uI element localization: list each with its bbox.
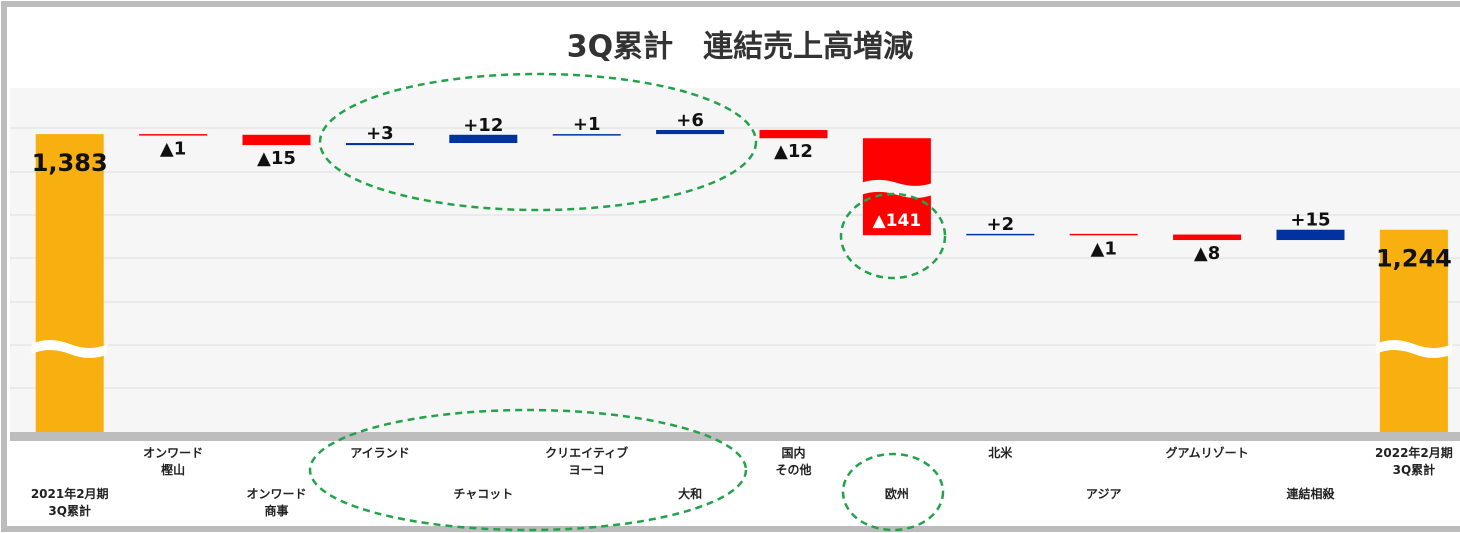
value-label: ▲1 xyxy=(1091,238,1117,259)
value-label: ▲12 xyxy=(774,141,813,162)
x-tick-label: チャコット xyxy=(453,487,514,501)
axis-break xyxy=(31,340,108,358)
decrease-bar xyxy=(1173,234,1242,241)
axis-break xyxy=(1375,340,1452,358)
decrease-bar xyxy=(139,134,208,136)
axis-band xyxy=(10,432,1460,441)
total-bar xyxy=(1379,229,1448,432)
x-tick-label: オンワード 樫山 xyxy=(143,446,204,477)
x-tick-label: 国内 その他 xyxy=(775,446,812,477)
decrease-bar xyxy=(1069,233,1138,236)
value-label: +15 xyxy=(1290,210,1330,231)
decrease-bar xyxy=(759,129,828,139)
total-bar xyxy=(35,134,104,432)
bar-break xyxy=(860,179,933,198)
value-label: +6 xyxy=(676,110,704,131)
value-label: +3 xyxy=(366,123,394,144)
value-label: +12 xyxy=(463,115,503,136)
x-tick-label: 2021年2月期 3Q累計 xyxy=(30,487,109,518)
x-tick-label: クリエイティブ ヨーコ xyxy=(545,446,629,477)
increase-bar xyxy=(552,134,621,136)
value-label: ▲8 xyxy=(1194,243,1220,264)
highlight-ellipses xyxy=(308,72,947,532)
x-tick-label: 2022年2月期 3Q累計 xyxy=(1375,446,1453,477)
value-label: ▲1 xyxy=(160,139,186,160)
x-tick-label: アジア xyxy=(1085,487,1122,501)
x-tick-label: オンワード 商事 xyxy=(246,487,307,518)
chart-title: 3Q累計 連結売上高増減 xyxy=(567,30,913,65)
x-tick-label: アイランド xyxy=(350,446,410,460)
value-label: ▲15 xyxy=(257,148,296,169)
x-tick-label: 北米 xyxy=(988,446,1013,460)
x-tick-label: 欧州 xyxy=(884,487,909,501)
x-tick-label: 連結相殺 xyxy=(1286,487,1335,501)
plot-area xyxy=(10,88,1460,432)
increase-bar xyxy=(1276,229,1345,241)
increase-bar xyxy=(656,129,725,135)
increase-bar xyxy=(449,134,518,144)
value-label: ▲141 xyxy=(873,211,922,231)
value-label: 1,383 xyxy=(32,149,108,177)
increase-bar xyxy=(345,143,414,146)
x-tick-label: グアムリゾート xyxy=(1165,446,1249,460)
x-tick-label: 大和 xyxy=(678,487,703,501)
increase-bar xyxy=(966,233,1035,236)
decrease-bar xyxy=(242,134,311,146)
value-label: +2 xyxy=(986,214,1014,235)
value-label: 1,244 xyxy=(1376,245,1452,273)
value-label: +1 xyxy=(573,114,601,135)
